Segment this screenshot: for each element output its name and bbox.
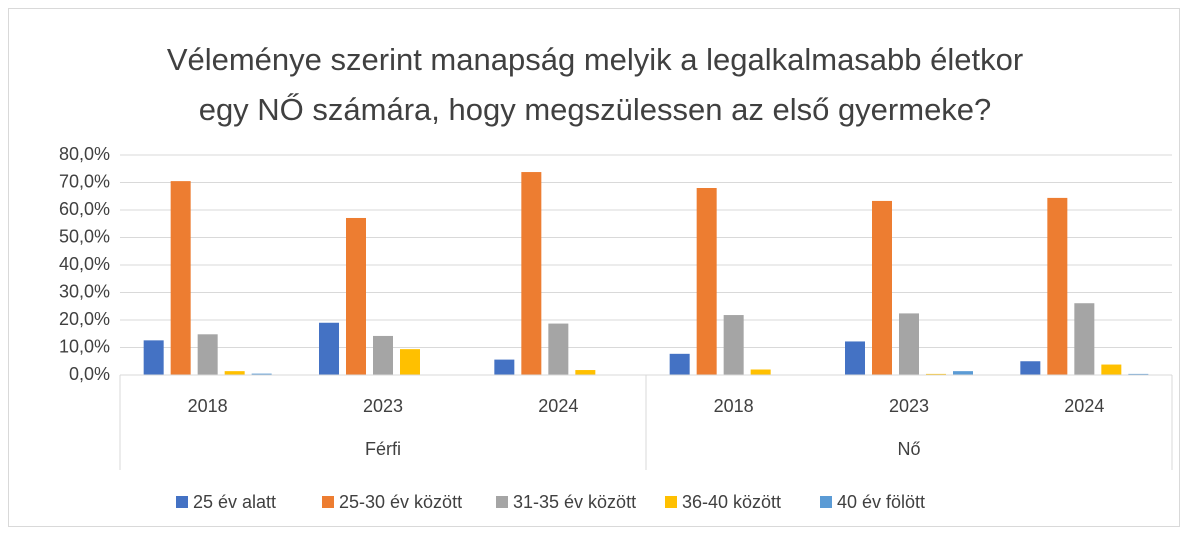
- x-tick-label: 2023: [363, 396, 403, 416]
- y-tick-label: 50,0%: [59, 226, 110, 246]
- group-label: Férfi: [365, 439, 401, 459]
- legend-swatch: [176, 496, 188, 508]
- bar: [669, 353, 690, 375]
- bar: [319, 322, 339, 375]
- bar: [346, 217, 366, 375]
- bar: [400, 349, 420, 375]
- bar: [1020, 361, 1041, 375]
- bar: [926, 373, 946, 375]
- bar: [872, 200, 892, 375]
- group-label: Nő: [897, 439, 920, 459]
- legend-label: 31-35 év között: [513, 492, 636, 512]
- bar: [197, 334, 218, 375]
- chart-title: egy NŐ számára, hogy megszülessen az els…: [199, 92, 992, 127]
- legend-label: 36-40 között: [682, 492, 781, 512]
- legend-swatch: [665, 496, 677, 508]
- bar: [548, 323, 569, 375]
- bar: [1074, 303, 1095, 375]
- bar: [750, 369, 771, 375]
- y-tick-label: 60,0%: [59, 199, 110, 219]
- legend-label: 25 év alatt: [193, 492, 276, 512]
- legend-label: 40 év fölött: [837, 492, 925, 512]
- bar: [1128, 373, 1149, 375]
- bar: [1101, 364, 1122, 375]
- y-tick-label: 10,0%: [59, 336, 110, 356]
- legend-swatch: [322, 496, 334, 508]
- bar: [494, 359, 515, 375]
- bar: [521, 172, 542, 375]
- bar: [845, 341, 865, 375]
- legend-swatch: [820, 496, 832, 508]
- x-tick-label: 2024: [538, 396, 578, 416]
- bar: [953, 371, 973, 375]
- x-tick-label: 2023: [889, 396, 929, 416]
- y-tick-label: 0,0%: [69, 364, 110, 384]
- y-tick-label: 30,0%: [59, 281, 110, 301]
- bar: [251, 373, 272, 375]
- bar: [143, 340, 164, 375]
- bar: [373, 335, 393, 375]
- x-tick-label: 2018: [188, 396, 228, 416]
- bar: [899, 313, 919, 375]
- bar: [575, 370, 596, 375]
- y-tick-label: 80,0%: [59, 144, 110, 164]
- chart-frame: [8, 8, 1180, 527]
- x-tick-label: 2018: [714, 396, 754, 416]
- chart-title: Véleménye szerint manapság melyik a lega…: [167, 42, 1023, 77]
- y-tick-label: 20,0%: [59, 309, 110, 329]
- y-tick-label: 70,0%: [59, 171, 110, 191]
- x-tick-label: 2024: [1064, 396, 1104, 416]
- bar: [170, 181, 191, 375]
- bar: [696, 188, 717, 375]
- bar: [1047, 197, 1068, 375]
- legend-swatch: [496, 496, 508, 508]
- y-tick-label: 40,0%: [59, 254, 110, 274]
- legend-label: 25-30 év között: [339, 492, 462, 512]
- bar: [723, 315, 744, 375]
- bar: [224, 371, 245, 375]
